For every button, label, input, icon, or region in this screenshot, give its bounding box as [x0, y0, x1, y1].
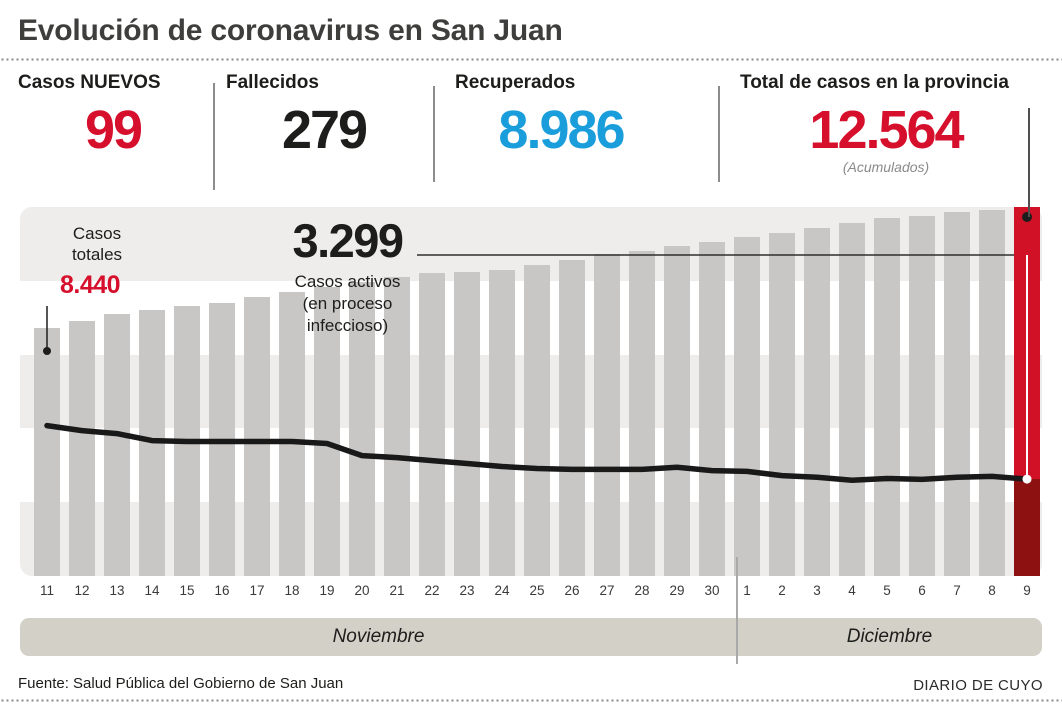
x-tick-label: 2: [778, 583, 786, 598]
x-tick-label: 15: [179, 583, 195, 598]
x-tick-label: 8: [988, 583, 996, 598]
casos-totales-label: Casos totales: [71, 224, 123, 264]
month-band: Noviembre Diciembre: [20, 618, 1042, 656]
x-tick-label: 20: [354, 583, 370, 598]
x-tick-label: 3: [813, 583, 821, 598]
x-tick-label: 7: [953, 583, 961, 598]
bar: [699, 242, 725, 576]
x-tick-label: 27: [599, 583, 615, 598]
dotted-divider-bottom: [0, 699, 1062, 702]
bar: [174, 306, 200, 576]
x-tick-label: 30: [704, 583, 720, 598]
bar: [804, 228, 830, 576]
stat-value: 99: [84, 100, 143, 160]
bar: [69, 321, 95, 576]
stat-divider: [718, 86, 720, 182]
stat-value: 12.564: [809, 100, 964, 160]
bar: [104, 314, 130, 576]
bar: [944, 212, 970, 576]
stat-value: 8.986: [498, 100, 625, 160]
casos-totales-value: 8.440: [59, 271, 121, 299]
x-tick-label: 28: [634, 583, 650, 598]
stat-label: Total de casos en la provincia: [740, 72, 1009, 93]
stat-divider: [433, 86, 435, 182]
activos-value: 3.299: [292, 214, 404, 267]
bar: [979, 210, 1005, 576]
bar-highlighted: [1014, 207, 1040, 576]
x-tick-label: 12: [74, 583, 90, 598]
dotted-divider-top: [0, 58, 1062, 61]
bar: [839, 223, 865, 576]
bar: [209, 303, 235, 576]
page-title: Evolución de coronavirus en San Juan: [18, 14, 563, 47]
x-tick-label: 1: [743, 583, 751, 598]
bar-chart: Casos totales 8.440 3.299 Casos activos …: [20, 207, 1042, 576]
bar: [594, 254, 620, 576]
month-label-noviembre: Noviembre: [332, 626, 425, 647]
bar: [664, 246, 690, 576]
x-tick-label: 4: [848, 583, 856, 598]
bar: [489, 270, 515, 576]
stat-fallecidos: Fallecidos 279: [226, 72, 422, 157]
total-leader-line: [1028, 108, 1030, 217]
x-tick-label: 18: [284, 583, 300, 598]
bar: [734, 237, 760, 576]
bar: [874, 218, 900, 576]
stat-label: Casos NUEVOS: [18, 72, 161, 93]
month-label-diciembre: Diciembre: [846, 626, 933, 647]
x-tick-label: 24: [494, 583, 510, 598]
stat-casos-nuevos: Casos NUEVOS 99: [14, 72, 212, 157]
stat-value: 279: [281, 100, 368, 160]
x-tick-label: 29: [669, 583, 685, 598]
x-tick-label: 16: [214, 583, 230, 598]
x-tick-label: 22: [424, 583, 440, 598]
stat-note: (Acumulados): [842, 159, 930, 175]
x-tick-label: 5: [883, 583, 891, 598]
stat-label: Recuperados: [455, 72, 576, 93]
x-tick-label: 13: [109, 583, 125, 598]
x-tick-label: 19: [319, 583, 335, 598]
x-tick-label: 26: [564, 583, 580, 598]
x-tick-label: 14: [144, 583, 160, 598]
x-axis-labels: 11 12 13 14 15 16 17 18 19 20 21 22 23 24 25 26 27 28 29 30…: [20, 583, 1042, 598]
bar: [244, 297, 270, 576]
x-tick-label: 23: [459, 583, 475, 598]
x-tick-label: 9: [1023, 583, 1031, 598]
stat-label: Fallecidos: [226, 72, 319, 93]
bar: [34, 328, 60, 576]
publisher-credit: DIARIO DE CUYO: [913, 677, 1043, 694]
bar: [454, 272, 480, 576]
x-tick-label: 11: [39, 583, 54, 598]
stat-total-provincia: Total de casos en la provincia 12.564 (A…: [738, 72, 1034, 175]
bar: [769, 233, 795, 576]
x-tick-label: 21: [389, 583, 405, 598]
month-divider-line: [736, 557, 738, 664]
x-tick-label: 6: [918, 583, 926, 598]
x-tick-label: 25: [529, 583, 545, 598]
bar: [909, 216, 935, 576]
activos-label: Casos activos (en proceso infeccioso): [294, 272, 401, 335]
stat-divider: [213, 83, 215, 190]
x-tick-label: 17: [249, 583, 265, 598]
stat-recuperados: Recuperados 8.986: [441, 72, 681, 157]
bar: [559, 260, 585, 576]
bar: [139, 310, 165, 576]
source-credit: Fuente: Salud Pública del Gobierno de Sa…: [18, 675, 344, 692]
bar: [524, 265, 550, 576]
bar: [629, 251, 655, 576]
bars-container: [20, 207, 1042, 576]
